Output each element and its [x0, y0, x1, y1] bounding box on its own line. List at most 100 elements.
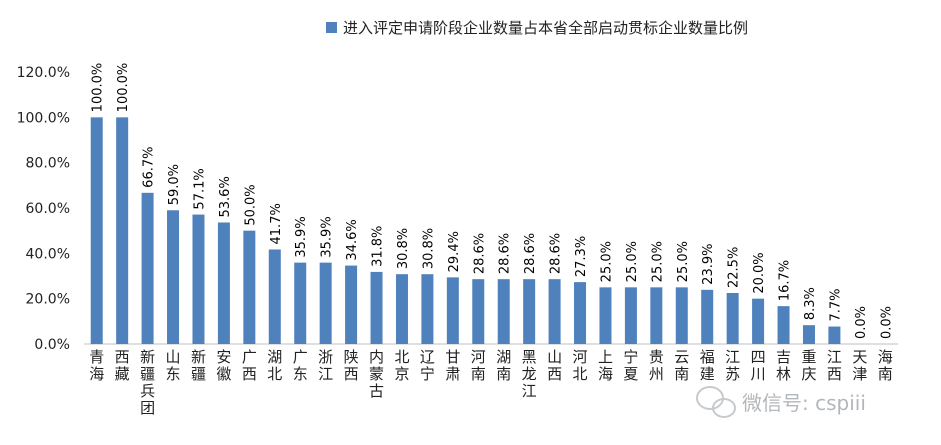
x-tick-label: 宁夏 [623, 348, 638, 383]
y-tick-label: 20.0% [26, 292, 70, 308]
bar [268, 249, 281, 344]
x-tick-label: 北京 [394, 348, 409, 383]
bar [345, 265, 358, 344]
bar [472, 279, 485, 344]
x-tick-label: 湖南 [496, 348, 511, 383]
x-tick-label: 黑龙江 [522, 348, 537, 400]
bar [243, 230, 256, 344]
bar [675, 287, 688, 344]
data-label: 66.7% [142, 147, 157, 188]
data-label: 25.0% [676, 241, 691, 282]
data-label: 30.8% [396, 228, 411, 269]
bar [141, 192, 154, 344]
legend-label: 进入评定申请阶段企业数量占本省全部启动贯标企业数量比例 [343, 19, 748, 37]
data-label: 35.9% [294, 216, 309, 257]
x-tick-label: 广西 [242, 348, 257, 383]
x-tick-label: 西藏 [115, 348, 130, 383]
bar [777, 306, 790, 344]
x-tick-label: 安徽 [216, 348, 231, 383]
data-label: 25.0% [599, 241, 614, 282]
data-label: 31.8% [371, 226, 386, 267]
data-label: 25.0% [625, 241, 640, 282]
y-axis: 0.0% 20.0% 40.0% 60.0% 80.0% 100.0% 120.0% [17, 65, 70, 353]
bar [167, 210, 180, 344]
data-label: 100.0% [91, 63, 106, 113]
data-label: 8.3% [803, 287, 818, 320]
watermark-text: 微信号: cspiii [742, 391, 866, 415]
data-label: 23.9% [701, 244, 716, 285]
x-tick-label: 江西 [827, 348, 842, 383]
bar [421, 274, 434, 344]
y-tick-label: 80.0% [26, 156, 70, 172]
data-label: 16.7% [778, 260, 793, 301]
x-tick-label: 内蒙古 [369, 348, 384, 400]
bar [802, 325, 815, 344]
x-tick-label: 福建 [700, 348, 715, 383]
bar [90, 117, 103, 344]
bar [319, 262, 332, 344]
x-tick-label: 四川 [751, 348, 766, 383]
x-tick-label: 上海 [598, 348, 613, 383]
bar [624, 287, 637, 344]
x-tick-label: 广东 [293, 348, 308, 383]
x-tick-label: 河北 [573, 348, 588, 383]
y-tick-label: 0.0% [34, 337, 70, 353]
y-tick-label: 120.0% [17, 65, 70, 81]
x-tick-label: 天津 [852, 348, 867, 383]
data-labels: 100.0% 100.0% 66.7% 59.0% 57.1% 53.6% 50.0% 41.… [91, 63, 895, 339]
y-tick-label: 40.0% [26, 246, 70, 262]
data-label: 30.8% [421, 228, 436, 269]
bar [294, 262, 307, 344]
data-label: 34.6% [345, 219, 360, 260]
data-label: 53.6% [218, 176, 233, 217]
x-tick-label: 新疆兵团 [140, 348, 155, 417]
x-tick-label: 云南 [674, 348, 689, 383]
legend: 进入评定申请阶段企业数量占本省全部启动贯标企业数量比例 [326, 19, 748, 37]
bars [90, 117, 841, 344]
bar [116, 117, 129, 344]
bar [828, 326, 841, 344]
data-label: 22.5% [727, 247, 742, 288]
bar [395, 274, 408, 344]
bar [599, 287, 612, 344]
data-label: 41.7% [269, 203, 284, 244]
x-tick-label: 吉林 [776, 348, 791, 383]
bar [370, 271, 383, 344]
data-label: 7.7% [828, 289, 843, 322]
bar [192, 214, 205, 344]
bar [701, 289, 714, 344]
bar [497, 279, 510, 344]
data-label: 100.0% [116, 63, 131, 113]
data-label: 20.0% [752, 252, 767, 293]
y-tick-label: 60.0% [26, 201, 70, 217]
data-label: 57.1% [192, 168, 207, 209]
data-label: 25.0% [650, 241, 665, 282]
watermark: 微信号: cspiii [696, 386, 866, 418]
x-tick-label: 海南 [878, 348, 893, 383]
x-tick-label: 湖北 [267, 348, 282, 383]
bar [752, 298, 765, 344]
bar [548, 279, 561, 344]
bar [650, 287, 663, 344]
bar [523, 279, 536, 344]
x-tick-label: 浙江 [318, 348, 333, 383]
x-tick-label: 新疆 [191, 348, 206, 383]
data-label: 28.6% [549, 233, 564, 274]
data-label: 59.0% [167, 164, 182, 205]
bar [726, 293, 739, 344]
x-tick-label: 山西 [547, 348, 562, 383]
x-tick-label: 辽宁 [420, 348, 435, 383]
data-label: 0.0% [854, 306, 869, 339]
x-tick-label: 重庆 [801, 348, 816, 383]
data-label: 50.0% [243, 184, 258, 225]
bar [574, 282, 587, 344]
data-label: 28.6% [523, 233, 538, 274]
x-tick-label: 江苏 [725, 348, 740, 383]
x-tick-label: 贵州 [649, 348, 664, 383]
x-tick-label: 青海 [89, 348, 104, 383]
x-tick-label: 陕西 [344, 348, 359, 383]
x-tick-label: 河南 [471, 348, 486, 383]
wechat-icon [696, 386, 736, 418]
bar [446, 277, 459, 344]
